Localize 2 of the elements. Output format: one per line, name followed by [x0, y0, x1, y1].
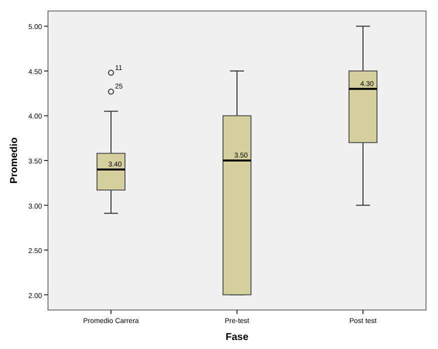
y-axis-title: Promedio [9, 137, 20, 184]
x-axis-title: Fase [226, 332, 249, 343]
